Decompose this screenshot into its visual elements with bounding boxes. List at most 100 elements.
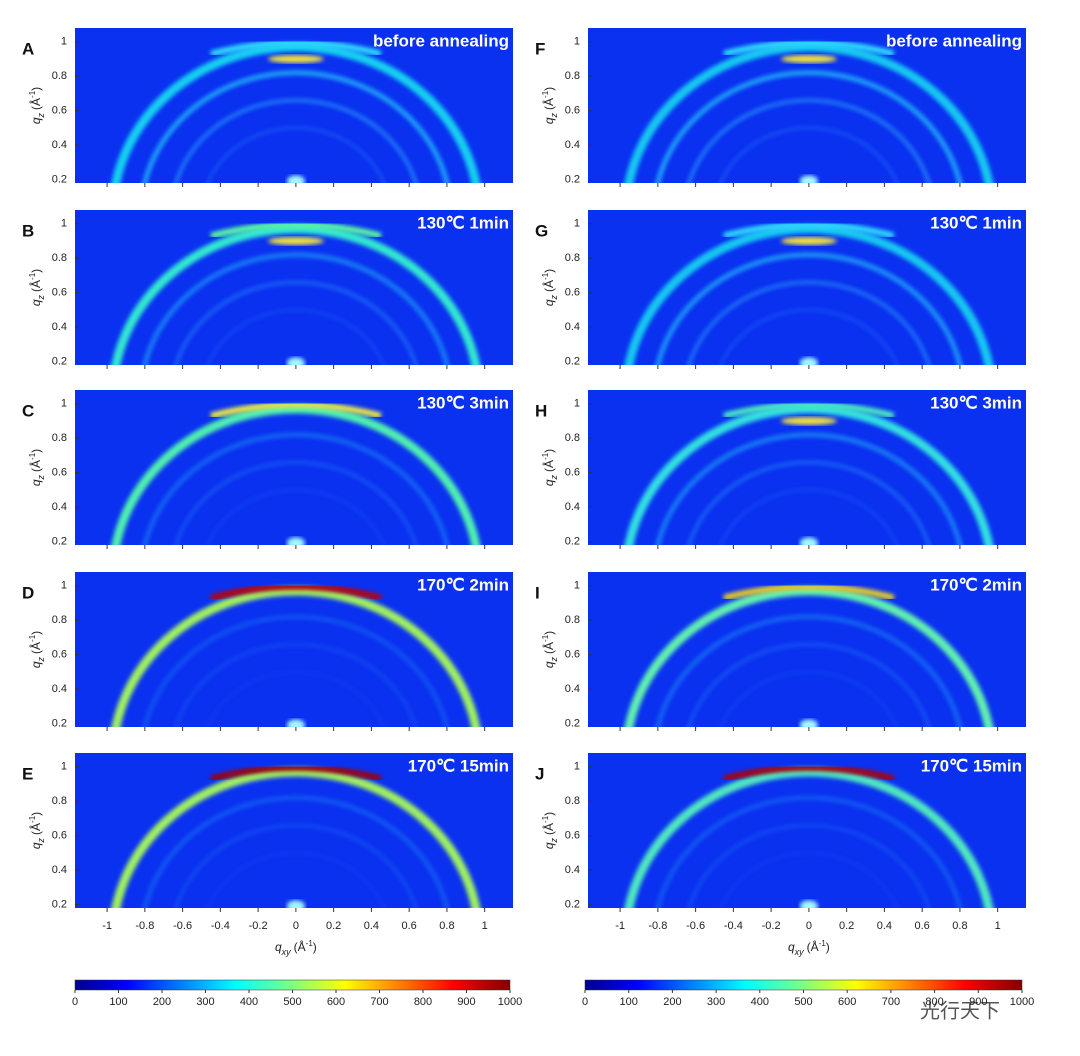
- ring: [686, 280, 931, 365]
- y-tick-label: 0.6: [565, 105, 580, 117]
- ring: [686, 823, 931, 908]
- y-tick-label: 0.6: [565, 287, 580, 299]
- y-tick-label: 1: [61, 761, 67, 773]
- y-tick-label: 1: [574, 580, 580, 592]
- panel-annotation: 130℃ 3min: [417, 393, 509, 412]
- y-tick-label: 0.8: [52, 252, 67, 264]
- label-part: ): [826, 940, 830, 954]
- label-part: (Å: [541, 280, 556, 292]
- x-axis-label: qxy (Å-1): [788, 939, 830, 958]
- x-tick-label: 0.2: [326, 920, 341, 932]
- label-part: q: [788, 940, 795, 954]
- y-tick-label: 0.8: [52, 614, 67, 626]
- label-part: -1: [306, 939, 314, 948]
- ring-top: [210, 764, 382, 782]
- y-tick-label: 0.2: [565, 173, 580, 185]
- panel-letter: A: [22, 39, 34, 58]
- y-tick-label: 0.6: [565, 467, 580, 479]
- label-part: -1: [541, 815, 550, 823]
- colorbar-tick-label: 900: [457, 996, 475, 1008]
- label-part: -1: [541, 272, 550, 280]
- spot: [780, 237, 837, 245]
- y-tick-label: 0.6: [52, 649, 67, 661]
- panel-letter: B: [22, 221, 34, 240]
- ring: [142, 70, 450, 183]
- ring: [173, 460, 418, 545]
- y-axis-label: qz (Å-1): [28, 449, 47, 486]
- ring: [719, 851, 899, 908]
- colorbar-tick-label: 800: [925, 996, 943, 1008]
- ring: [206, 851, 386, 908]
- y-tick-label: 0.2: [52, 535, 67, 547]
- label-part: (Å: [28, 642, 43, 654]
- label-part: z: [36, 112, 46, 118]
- label-part: q: [542, 842, 556, 849]
- label-part: z: [549, 294, 559, 300]
- y-tick-label: 1: [61, 36, 67, 48]
- panel-annotation: 130℃ 3min: [930, 393, 1022, 412]
- panel-letter: J: [535, 764, 544, 783]
- spot: [267, 237, 324, 245]
- panel-annotation: 170℃ 2min: [930, 575, 1022, 594]
- y-tick-label: 0.4: [565, 139, 580, 151]
- label-part: (Å: [541, 460, 556, 472]
- label-part: z: [549, 112, 559, 118]
- colorbar-tick-label: 0: [72, 996, 78, 1008]
- label-part: (Å: [28, 280, 43, 292]
- y-tick-label: 0.8: [52, 795, 67, 807]
- panel-letter: D: [22, 583, 34, 602]
- label-part: -1: [541, 634, 550, 642]
- ring: [206, 308, 386, 365]
- colorbar-tick-label: 400: [751, 996, 769, 1008]
- label-part: (Å: [28, 823, 43, 835]
- colorbar-tick-label: 100: [620, 996, 638, 1008]
- ring-top: [210, 583, 382, 601]
- y-tick-label: 1: [61, 580, 67, 592]
- label-part: -1: [28, 272, 37, 280]
- panel-letter: H: [535, 401, 547, 420]
- label-part: q: [542, 661, 556, 668]
- ring: [173, 642, 418, 727]
- x-tick-label: 0.6: [915, 920, 930, 932]
- label-part: ): [542, 449, 556, 453]
- ring: [142, 252, 450, 365]
- panel-image: [75, 28, 513, 183]
- panel-annotation: 130℃ 1min: [930, 213, 1022, 232]
- y-tick-label: 1: [574, 761, 580, 773]
- label-part: q: [29, 661, 43, 668]
- label-part: ): [29, 269, 43, 273]
- y-axis-label: qz (Å-1): [541, 269, 560, 306]
- ring-top: [723, 583, 895, 601]
- x-tick-label: 0.2: [839, 920, 854, 932]
- beam-spot: [799, 537, 818, 545]
- label-part: xy: [794, 947, 805, 957]
- ring-top: [210, 401, 382, 419]
- ring: [655, 252, 963, 365]
- y-tick-label: 0.2: [565, 898, 580, 910]
- colorbar-tick-label: 700: [370, 996, 388, 1008]
- y-tick-label: 0.6: [52, 467, 67, 479]
- beam-spot: [799, 719, 818, 727]
- y-axis-label: qz (Å-1): [541, 87, 560, 124]
- label-part: ): [542, 269, 556, 273]
- ring: [142, 795, 450, 908]
- x-tick-label: -1: [615, 920, 625, 932]
- y-tick-label: 0.4: [52, 139, 67, 151]
- y-tick-label: 0.8: [565, 70, 580, 82]
- panel-image: [75, 390, 513, 545]
- y-tick-label: 0.4: [565, 501, 580, 513]
- colorbar-tick-label: 0: [582, 996, 588, 1008]
- panel-image: [75, 753, 513, 908]
- label-part: ): [29, 631, 43, 635]
- panel-image: [75, 572, 513, 727]
- colorbar-tick-label: 600: [327, 996, 345, 1008]
- y-tick-label: 0.6: [52, 287, 67, 299]
- y-tick-label: 0.2: [565, 717, 580, 729]
- ring: [173, 280, 418, 365]
- ring: [206, 488, 386, 545]
- x-tick-label: 0: [806, 920, 812, 932]
- label-part: z: [36, 474, 46, 480]
- y-axis-label: qz (Å-1): [28, 812, 47, 849]
- colorbar-tick-label: 200: [663, 996, 681, 1008]
- colorbar-tick-label: 300: [707, 996, 725, 1008]
